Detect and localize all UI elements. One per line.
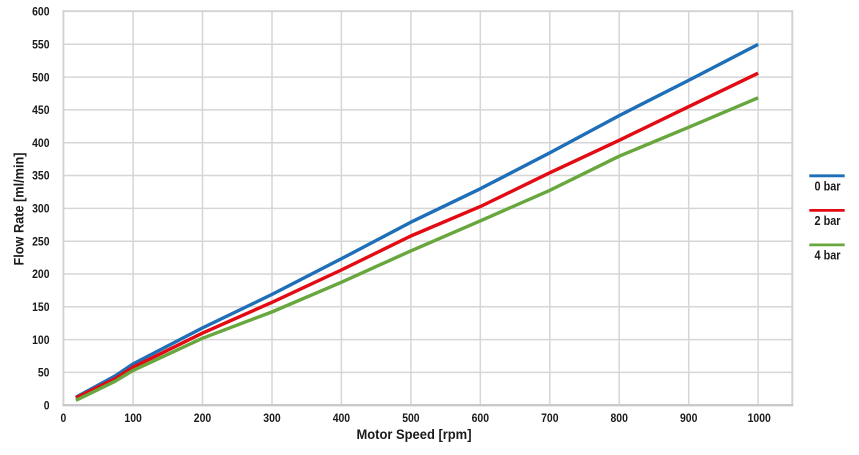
- svg-text:700: 700: [541, 411, 559, 425]
- svg-text:200: 200: [194, 411, 212, 425]
- svg-text:200: 200: [32, 267, 50, 281]
- svg-text:300: 300: [263, 411, 281, 425]
- svg-text:Flow Rate [ml/min]: Flow Rate [ml/min]: [12, 153, 27, 266]
- svg-text:100: 100: [32, 333, 50, 347]
- svg-text:150: 150: [32, 300, 50, 314]
- svg-text:900: 900: [680, 411, 698, 425]
- svg-text:300: 300: [32, 202, 50, 216]
- svg-text:500: 500: [32, 70, 50, 84]
- svg-text:450: 450: [32, 103, 50, 117]
- svg-text:350: 350: [32, 169, 50, 183]
- svg-text:0: 0: [61, 411, 67, 425]
- svg-text:250: 250: [32, 234, 50, 248]
- svg-text:1000: 1000: [748, 411, 771, 425]
- svg-text:400: 400: [32, 136, 50, 150]
- svg-text:800: 800: [611, 411, 629, 425]
- svg-text:400: 400: [333, 411, 351, 425]
- svg-text:4 bar: 4 bar: [815, 248, 841, 263]
- svg-text:50: 50: [38, 366, 50, 380]
- svg-text:0 bar: 0 bar: [815, 179, 841, 194]
- svg-text:500: 500: [402, 411, 420, 425]
- svg-text:Motor Speed [rpm]: Motor Speed [rpm]: [357, 427, 472, 442]
- svg-text:100: 100: [124, 411, 142, 425]
- svg-text:0: 0: [44, 398, 50, 412]
- svg-text:2 bar: 2 bar: [815, 213, 841, 228]
- svg-text:600: 600: [32, 5, 50, 19]
- svg-text:600: 600: [472, 411, 490, 425]
- svg-text:550: 550: [32, 38, 50, 52]
